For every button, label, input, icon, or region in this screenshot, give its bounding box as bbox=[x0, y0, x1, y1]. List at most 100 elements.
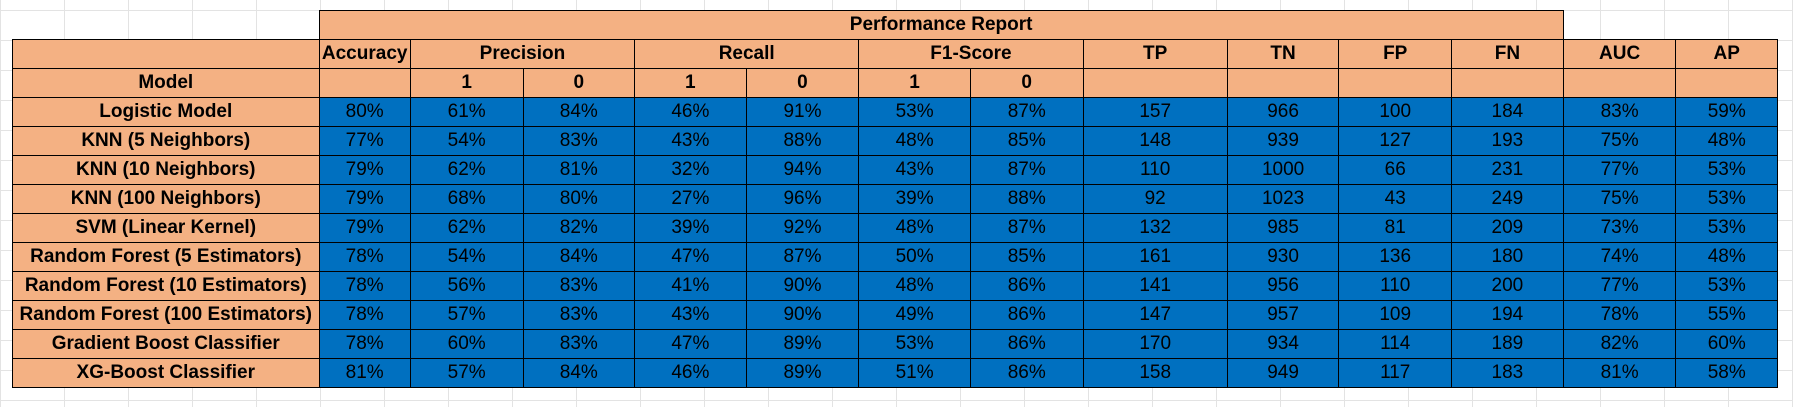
value-cell[interactable]: 88% bbox=[969, 184, 1084, 214]
value-cell[interactable]: 51% bbox=[858, 358, 971, 388]
header-tn[interactable]: TN bbox=[1226, 39, 1340, 69]
class-label-recall-1[interactable]: 1 bbox=[634, 68, 747, 98]
header-cell-empty[interactable] bbox=[1082, 68, 1228, 98]
value-cell[interactable]: 60% bbox=[409, 329, 524, 359]
value-cell[interactable]: 87% bbox=[969, 213, 1084, 243]
value-cell[interactable]: 60% bbox=[1675, 329, 1778, 359]
value-cell[interactable]: 62% bbox=[409, 213, 524, 243]
value-cell[interactable]: 83% bbox=[522, 329, 636, 359]
value-cell[interactable]: 68% bbox=[409, 184, 524, 214]
value-cell[interactable]: 1023 bbox=[1226, 184, 1340, 214]
value-cell[interactable]: 100 bbox=[1338, 97, 1453, 127]
value-cell[interactable]: 80% bbox=[522, 184, 636, 214]
value-cell[interactable]: 189 bbox=[1451, 329, 1564, 359]
header-accuracy[interactable]: Accuracy bbox=[318, 39, 411, 69]
header-cell-empty[interactable] bbox=[318, 68, 411, 98]
value-cell[interactable]: 27% bbox=[634, 184, 747, 214]
value-cell[interactable]: 79% bbox=[318, 213, 411, 243]
value-cell[interactable]: 184 bbox=[1451, 97, 1564, 127]
value-cell[interactable]: 90% bbox=[745, 271, 860, 301]
value-cell[interactable]: 94% bbox=[745, 155, 860, 185]
value-cell[interactable]: 1000 bbox=[1226, 155, 1340, 185]
value-cell[interactable]: 194 bbox=[1451, 300, 1564, 330]
value-cell[interactable]: 114 bbox=[1338, 329, 1453, 359]
value-cell[interactable]: 87% bbox=[745, 242, 860, 272]
value-cell[interactable]: 89% bbox=[745, 329, 860, 359]
model-name-cell[interactable]: Random Forest (5 Estimators) bbox=[12, 242, 320, 272]
value-cell[interactable]: 39% bbox=[858, 184, 971, 214]
value-cell[interactable]: 48% bbox=[858, 126, 971, 156]
value-cell[interactable]: 53% bbox=[1675, 155, 1778, 185]
value-cell[interactable]: 231 bbox=[1451, 155, 1564, 185]
value-cell[interactable]: 83% bbox=[522, 300, 636, 330]
value-cell[interactable]: 86% bbox=[969, 300, 1084, 330]
value-cell[interactable]: 75% bbox=[1562, 126, 1677, 156]
value-cell[interactable]: 88% bbox=[745, 126, 860, 156]
value-cell[interactable]: 53% bbox=[1675, 271, 1778, 301]
value-cell[interactable]: 949 bbox=[1226, 358, 1340, 388]
class-label-precision-0[interactable]: 0 bbox=[522, 68, 636, 98]
value-cell[interactable]: 81% bbox=[1562, 358, 1677, 388]
value-cell[interactable]: 53% bbox=[858, 329, 971, 359]
value-cell[interactable]: 66 bbox=[1338, 155, 1453, 185]
value-cell[interactable]: 90% bbox=[745, 300, 860, 330]
value-cell[interactable]: 83% bbox=[1562, 97, 1677, 127]
value-cell[interactable]: 46% bbox=[634, 358, 747, 388]
value-cell[interactable]: 56% bbox=[409, 271, 524, 301]
value-cell[interactable]: 157 bbox=[1082, 97, 1228, 127]
value-cell[interactable]: 53% bbox=[858, 97, 971, 127]
value-cell[interactable]: 193 bbox=[1451, 126, 1564, 156]
value-cell[interactable]: 78% bbox=[1562, 300, 1677, 330]
value-cell[interactable]: 57% bbox=[409, 300, 524, 330]
value-cell[interactable]: 78% bbox=[318, 242, 411, 272]
value-cell[interactable]: 77% bbox=[318, 126, 411, 156]
value-cell[interactable]: 92 bbox=[1082, 184, 1228, 214]
value-cell[interactable]: 75% bbox=[1562, 184, 1677, 214]
value-cell[interactable]: 74% bbox=[1562, 242, 1677, 272]
header-cell-empty[interactable] bbox=[12, 39, 320, 69]
value-cell[interactable]: 77% bbox=[1562, 155, 1677, 185]
value-cell[interactable]: 73% bbox=[1562, 213, 1677, 243]
value-cell[interactable]: 957 bbox=[1226, 300, 1340, 330]
value-cell[interactable]: 50% bbox=[858, 242, 971, 272]
model-name-cell[interactable]: Random Forest (10 Estimators) bbox=[12, 271, 320, 301]
value-cell[interactable]: 43 bbox=[1338, 184, 1453, 214]
value-cell[interactable]: 43% bbox=[634, 126, 747, 156]
value-cell[interactable]: 49% bbox=[858, 300, 971, 330]
value-cell[interactable]: 127 bbox=[1338, 126, 1453, 156]
header-cell-empty[interactable] bbox=[1451, 68, 1564, 98]
value-cell[interactable]: 939 bbox=[1226, 126, 1340, 156]
value-cell[interactable]: 81 bbox=[1338, 213, 1453, 243]
model-name-cell[interactable]: KNN (100 Neighbors) bbox=[12, 184, 320, 214]
value-cell[interactable]: 87% bbox=[969, 97, 1084, 127]
value-cell[interactable]: 78% bbox=[318, 329, 411, 359]
value-cell[interactable]: 61% bbox=[409, 97, 524, 127]
value-cell[interactable]: 53% bbox=[1675, 184, 1778, 214]
value-cell[interactable]: 161 bbox=[1082, 242, 1228, 272]
value-cell[interactable]: 58% bbox=[1675, 358, 1778, 388]
value-cell[interactable]: 158 bbox=[1082, 358, 1228, 388]
value-cell[interactable]: 80% bbox=[318, 97, 411, 127]
value-cell[interactable]: 96% bbox=[745, 184, 860, 214]
header-f1-score[interactable]: F1-Score bbox=[858, 39, 1084, 69]
value-cell[interactable]: 180 bbox=[1451, 242, 1564, 272]
value-cell[interactable]: 48% bbox=[858, 213, 971, 243]
header-cell-empty[interactable] bbox=[1226, 68, 1340, 98]
value-cell[interactable]: 46% bbox=[634, 97, 747, 127]
value-cell[interactable]: 985 bbox=[1226, 213, 1340, 243]
value-cell[interactable]: 62% bbox=[409, 155, 524, 185]
value-cell[interactable]: 81% bbox=[318, 358, 411, 388]
value-cell[interactable]: 53% bbox=[1675, 213, 1778, 243]
value-cell[interactable]: 110 bbox=[1338, 271, 1453, 301]
value-cell[interactable]: 48% bbox=[1675, 126, 1778, 156]
model-name-cell[interactable]: XG-Boost Classifier bbox=[12, 358, 320, 388]
value-cell[interactable]: 141 bbox=[1082, 271, 1228, 301]
header-cell-empty[interactable] bbox=[1338, 68, 1453, 98]
value-cell[interactable]: 200 bbox=[1451, 271, 1564, 301]
value-cell[interactable]: 930 bbox=[1226, 242, 1340, 272]
value-cell[interactable]: 39% bbox=[634, 213, 747, 243]
value-cell[interactable]: 109 bbox=[1338, 300, 1453, 330]
class-label-recall-0[interactable]: 0 bbox=[745, 68, 860, 98]
value-cell[interactable]: 117 bbox=[1338, 358, 1453, 388]
value-cell[interactable]: 84% bbox=[522, 358, 636, 388]
